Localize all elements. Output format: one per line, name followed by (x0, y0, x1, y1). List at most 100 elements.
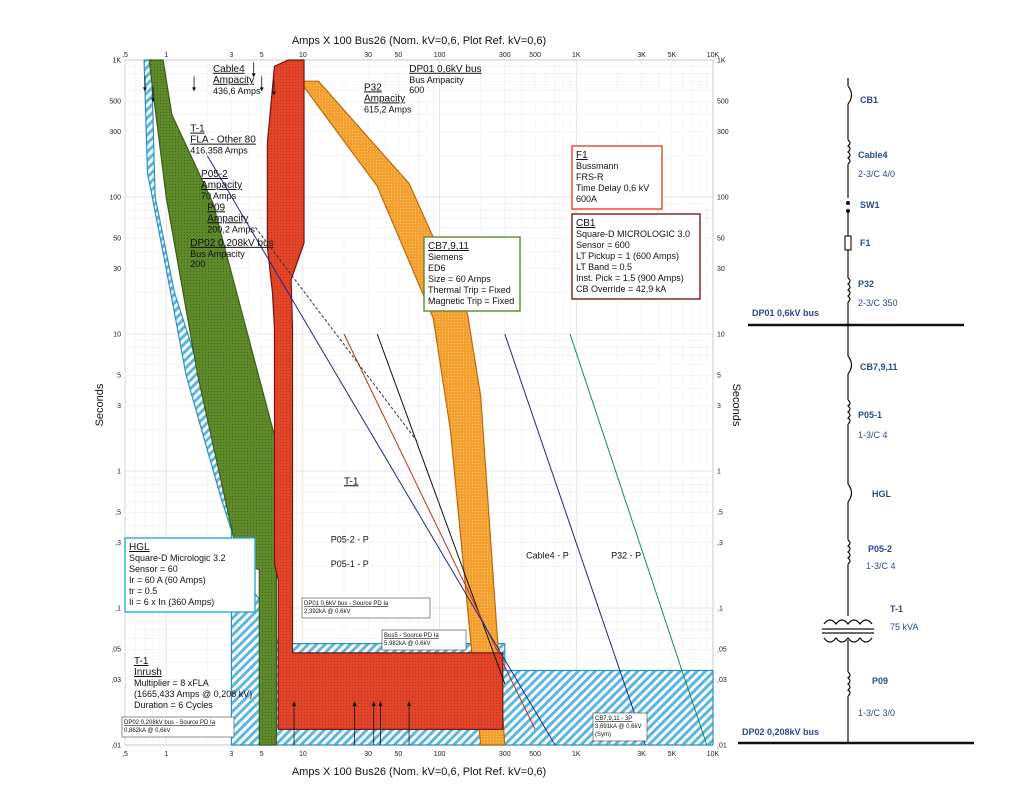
band-cb1 (266, 59, 504, 731)
y-tick-label-right: 10 (717, 332, 725, 339)
fault-arrowhead (292, 701, 297, 706)
callout-f1-box-line: Time Delay 0,6 kV (576, 183, 649, 193)
tick-labels: ,5,5113355101030305050100100300300500500… (109, 52, 728, 758)
oneline-label-hgl: HGL (872, 489, 892, 499)
y-tick-label-left: ,01 (111, 743, 121, 750)
fault-box-dp02-fault-line: 0,862kA @ 0,6kV (124, 728, 170, 734)
callout-hgl-box-line: tr = 0.5 (129, 586, 157, 596)
x-tick-label-bottom: 1K (572, 751, 581, 758)
fault-arrowhead (352, 701, 357, 706)
oneline-desc-p05-1: 1-3/C 4 (858, 430, 888, 440)
x-axis-title-top: Amps X 100 Bus26 (Nom. kV=0,6, Plot Ref.… (292, 35, 546, 47)
fault-arrowhead (378, 701, 383, 706)
x-tick-label-top: 3K (637, 52, 646, 59)
x-tick-label-top: 30 (364, 52, 372, 59)
x-tick-label-top: 5 (260, 52, 264, 59)
oneline-label-f1: F1 (860, 238, 871, 248)
one-line-diagram: CB1 Cable4 2-3/C 4/0 SW1 F1 P32 2-3/C 350 DP01 … (738, 78, 974, 745)
callout-cb1-box-line: Inst. Pick = 1.5 (900 Amps) (576, 273, 684, 283)
label-p09-amp-sub: 200,2 Amps (207, 224, 255, 234)
x-tick-label-top: 10 (299, 52, 307, 59)
breaker-icon-cb1 (847, 85, 853, 105)
breaker-icon-cb7 (847, 355, 853, 375)
y-tick-label-right: ,03 (717, 677, 727, 684)
oneline-label-cb1: CB1 (860, 95, 878, 105)
switch-icon-sw1b (846, 209, 850, 213)
oneline-label-p09: P09 (872, 676, 888, 686)
x-tick-label-top: 3 (229, 52, 233, 59)
curve-t-1 (255, 227, 419, 444)
cable-icon-p09 (847, 671, 851, 697)
y-tick-label-left: 1K (112, 58, 121, 65)
x-axis-title-bottom: Amps X 100 Bus26 (Nom. kV=0,6, Plot Ref.… (292, 766, 546, 778)
callout-hgl-box-frame (124, 537, 256, 613)
cable-icon-cable4 (847, 139, 851, 165)
y-tick-label-left: 300 (109, 129, 121, 136)
y-tick-label-right: 1 (717, 469, 721, 476)
y-tick-label-right: 500 (717, 99, 729, 106)
y-tick-label-right: ,1 (717, 606, 723, 613)
fault-box-cb7-fault-line: CB7,9,11 - 3P (595, 716, 632, 722)
label-t1-fla: T-1 (190, 124, 205, 135)
curve-bands (143, 59, 714, 746)
callout-f1-box-line: Bussmann (576, 161, 619, 171)
x-tick-label-bottom: 10 (299, 751, 307, 758)
fault-box-cb7-fault-line: 3,691kA @ 0,6kV (595, 724, 641, 730)
x-tick-label-bottom: 300 (499, 751, 511, 758)
ampacity-arrowhead (150, 98, 155, 103)
fault-box-dp01-fault-frame (301, 597, 431, 619)
curve-p05-1 (343, 333, 536, 730)
ampacity-arrowhead (259, 87, 264, 92)
oneline-label-p05-2: P05-2 (868, 544, 892, 554)
label-dp02-bus: DP02 0,208kV bus (190, 238, 273, 249)
fault-box-bus5-fault-line: Bus5 - Source PD Ia (384, 633, 439, 639)
callout-cb7-box-line: Size = 60 Amps (428, 274, 491, 284)
callout-f1-box-line: FRS-R (576, 172, 604, 182)
callout-cb1-box-line: LT Pickup = 1 (600 Amps) (576, 251, 679, 261)
callout-t1-inrush-line: (1665,433 Amps @ 0,208 kV) (134, 689, 252, 699)
oneline-label-p32: P32 (858, 279, 874, 289)
callout-cb1-box-line: Square-D MICROLOGIC 3.0 (576, 229, 690, 239)
ampacity-arrowhead (192, 87, 197, 92)
label-p32-amp: P32 (364, 82, 382, 93)
label-p32-amp: Ampacity (364, 93, 405, 104)
callout-cb7-box-title: CB7,9,11 (428, 241, 469, 252)
y-tick-label-left: 50 (113, 236, 121, 243)
oneline-label-p05-1: P05-1 (858, 410, 882, 420)
oneline-desc-cable4: 2-3/C 4/0 (858, 169, 895, 179)
x-tick-label-bottom: ,5 (122, 751, 128, 758)
callout-cb1-box-frame (571, 213, 701, 300)
label-t1-fla: FLA - Other 80 (190, 135, 256, 146)
label-cable4-amp: Ampacity (213, 75, 254, 86)
label-dp01-bus-sub: Bus Ampacity (409, 75, 464, 85)
x-tick-label-bottom: 30 (364, 751, 372, 758)
x-tick-label-bottom: 5 (260, 751, 264, 758)
oneline-label-t1: T-1 (890, 604, 903, 614)
curve-p09 (206, 155, 556, 746)
callout-cb7-box-frame (423, 236, 521, 312)
y-tick-label-right: 5 (717, 373, 721, 380)
label-cable4-p: Cable4 - P (526, 550, 569, 560)
callout-f1-box-line: 600A (576, 194, 597, 204)
fuse-icon-f1 (844, 235, 852, 251)
y-tick-label-right: 3 (717, 403, 721, 410)
callout-f1-box-frame (571, 145, 663, 210)
x-tick-label-top: 1K (572, 52, 581, 59)
label-cable4-amp-sub: 436,6 Amps (213, 86, 261, 96)
label-dp02-bus-sub: Bus Ampacity (190, 249, 245, 259)
oneline-label-dp01: DP01 0,6kV bus (752, 308, 819, 318)
x-tick-label-bottom: 100 (434, 751, 446, 758)
fault-arrowhead (371, 701, 376, 706)
cable-icon-p05-1 (847, 399, 851, 425)
y-tick-label-left: ,05 (111, 647, 121, 654)
label-t1-curve: T-1 (344, 476, 359, 487)
oneline-desc-p05-2: 1-3/C 4 (866, 561, 896, 571)
oneline-desc-p32: 2-3/C 350 (858, 298, 898, 308)
callout-f1-box-title: F1 (576, 150, 588, 161)
label-p09-amp: P09 (207, 202, 225, 213)
label-dp02-bus-sub2: 200 (190, 259, 205, 269)
callout-cb1-box-line: Sensor = 600 (576, 240, 630, 250)
oneline-label-dp02: DP02 0,208kV bus (742, 727, 819, 737)
oneline-label-cb7: CB7,9,11 (860, 362, 898, 372)
callout-cb7-box-line: ED6 (428, 263, 446, 273)
